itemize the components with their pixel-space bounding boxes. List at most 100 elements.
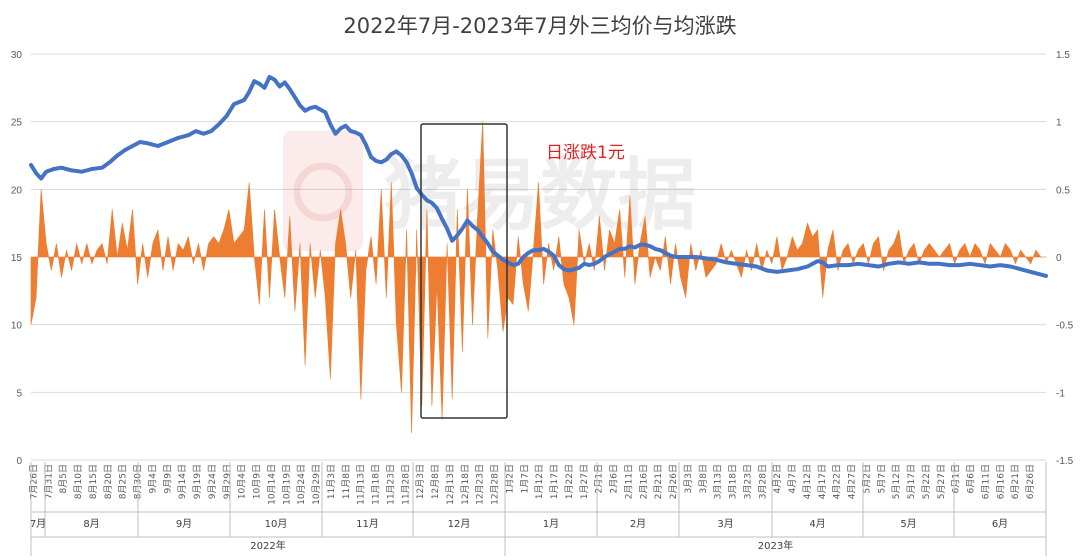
right-axis-tick-label: 0.5: [1056, 185, 1070, 196]
month-label: 12月: [448, 518, 471, 530]
x-tick-label: 9月29日: [222, 464, 233, 499]
left-axis-tick-label: 30: [11, 50, 23, 61]
x-tick-label: 12月23日: [475, 464, 486, 505]
x-tick-label: 2月11日: [623, 464, 634, 499]
x-tick-label: 3月28日: [757, 464, 768, 499]
x-tick-label: 11月18日: [371, 464, 382, 505]
avg-price-line: [29, 75, 1048, 278]
x-tick-label: 8月20日: [103, 464, 114, 499]
x-tick-label: 5月2日: [861, 464, 872, 493]
year-label: 2023年: [758, 539, 793, 552]
x-tick-label: 5月27日: [936, 464, 947, 499]
x-tick-label: 6月26日: [1025, 464, 1036, 499]
x-tick-label: 9月4日: [148, 464, 159, 493]
watermark-logo-box: [283, 131, 363, 251]
left-axis-tick-label: 0: [16, 456, 22, 467]
x-tick-label: 2月26日: [668, 464, 679, 499]
month-label: 6月: [992, 518, 1008, 530]
month-label: 4月: [809, 518, 825, 530]
x-tick-label: 10月24日: [296, 464, 307, 505]
x-tick-label: 9月14日: [177, 464, 188, 499]
x-tick-label: 4月27日: [847, 464, 858, 499]
x-tick-label: 10月14日: [267, 464, 278, 505]
x-tick-label: 1月27日: [579, 464, 590, 499]
x-tick-label: 7月26日: [29, 464, 40, 499]
x-tick-label: 1月7日: [519, 464, 530, 493]
right-axis-tick-label: -1.5: [1056, 456, 1074, 467]
x-tick-label: 3月13日: [713, 464, 724, 499]
left-axis-tick-label: 20: [11, 185, 23, 196]
year-label: 2022年: [250, 539, 285, 552]
series-daily-change-area: [30, 121, 1047, 434]
left-axis-tick-label: 15: [11, 253, 23, 264]
right-axis-tick-label: -1: [1056, 388, 1065, 399]
x-tick-label: 10月9日: [252, 464, 263, 499]
x-tick-label: 6月11日: [980, 464, 991, 499]
x-tick-label: 11月23日: [386, 464, 397, 505]
x-tick-label: 11月28日: [400, 464, 411, 505]
x-tick-label: 5月12日: [891, 464, 902, 499]
x-tick-label: 8月15日: [88, 464, 99, 499]
x-tick-label: 9月19日: [192, 464, 203, 499]
x-tick-label: 9月9日: [162, 464, 173, 493]
x-tick-label: 5月7日: [876, 464, 887, 493]
x-tick-label: 11月13日: [356, 464, 367, 505]
right-axis-tick-label: -0.5: [1056, 321, 1074, 332]
left-axis-tick-label: 10: [11, 321, 23, 332]
x-tick-label: 12月18日: [460, 464, 471, 505]
x-tick-label: 2月16日: [638, 464, 649, 499]
x-tick-label: 11月8日: [341, 464, 352, 499]
x-tick-label: 10月19日: [281, 464, 292, 505]
annotation-daily-change: 日涨跌1元: [546, 143, 625, 163]
month-label: 2月: [630, 518, 646, 530]
daily-change-area: [30, 121, 1047, 434]
x-tick-label: 10月29日: [311, 464, 322, 505]
left-axis-tick-label: 25: [11, 118, 23, 129]
right-axis-tick-label: 0: [1056, 253, 1062, 264]
month-label: 9月: [176, 518, 192, 530]
x-tick-label: 6月21日: [1010, 464, 1021, 499]
x-tick-label: 4月2日: [772, 464, 783, 493]
x-tick-label: 1月12日: [534, 464, 545, 499]
x-tick-label: 4月22日: [832, 464, 843, 499]
x-tick-label: 3月18日: [728, 464, 739, 499]
x-tick-label: 2月6日: [609, 464, 620, 493]
x-tick-label: 1月2日: [504, 464, 515, 493]
x-tick-label: 12月3日: [415, 464, 426, 499]
right-axis-tick-label: 1.5: [1056, 50, 1070, 61]
left-axis-tick-label: 5: [16, 388, 22, 399]
x-tick-label: 4月17日: [817, 464, 828, 499]
x-tick-label: 10月4日: [237, 464, 248, 499]
x-tick-label: 8月25日: [118, 464, 129, 499]
watermark-logo-ring: [293, 162, 353, 222]
highlight-box: [420, 123, 508, 419]
x-tick-label: 3月23日: [742, 464, 753, 499]
x-tick-label: 2月21日: [653, 464, 664, 499]
x-tick-label: 8月10日: [73, 464, 84, 499]
x-tick-label: 4月12日: [802, 464, 813, 499]
month-label: 11月: [356, 518, 379, 530]
month-label: 10月: [265, 518, 288, 530]
x-tick-label: 12月8日: [430, 464, 441, 499]
series-avg-price-line: [29, 75, 1048, 278]
x-tick-label: 4月7日: [787, 464, 798, 493]
x-tick-label: 3月8日: [698, 464, 709, 493]
x-tick-label: 6月6日: [966, 464, 977, 493]
month-label: 8月: [83, 518, 99, 530]
x-tick-label: 3月3日: [683, 464, 694, 493]
chart-title: 2022年7月-2023年7月外三均价与均涨跌: [343, 14, 737, 38]
x-tick-label: 2月1日: [594, 464, 605, 493]
x-tick-label: 11月3日: [326, 464, 337, 499]
x-tick-label: 6月1日: [951, 464, 962, 493]
x-axis: 7月26日 7月31日 8月5日 8月10日 8月15日 8月20日 8月25日 8月30日 9…: [29, 462, 1047, 556]
x-tick-label: 8月5日: [58, 464, 69, 493]
right-axis-tick-label: 1: [1056, 118, 1062, 129]
x-tick-label: 5月17日: [906, 464, 917, 499]
right-axis-ticks: -1.5 -1 -0.5 0 0.5 1 1.5: [1056, 50, 1074, 467]
x-tick-label: 6月16日: [995, 464, 1006, 499]
x-tick-label: 1月17日: [549, 464, 560, 499]
x-tick-label: 1月22日: [564, 464, 575, 499]
left-axis-ticks: 0 5 10 15 20 25 30: [11, 50, 23, 467]
